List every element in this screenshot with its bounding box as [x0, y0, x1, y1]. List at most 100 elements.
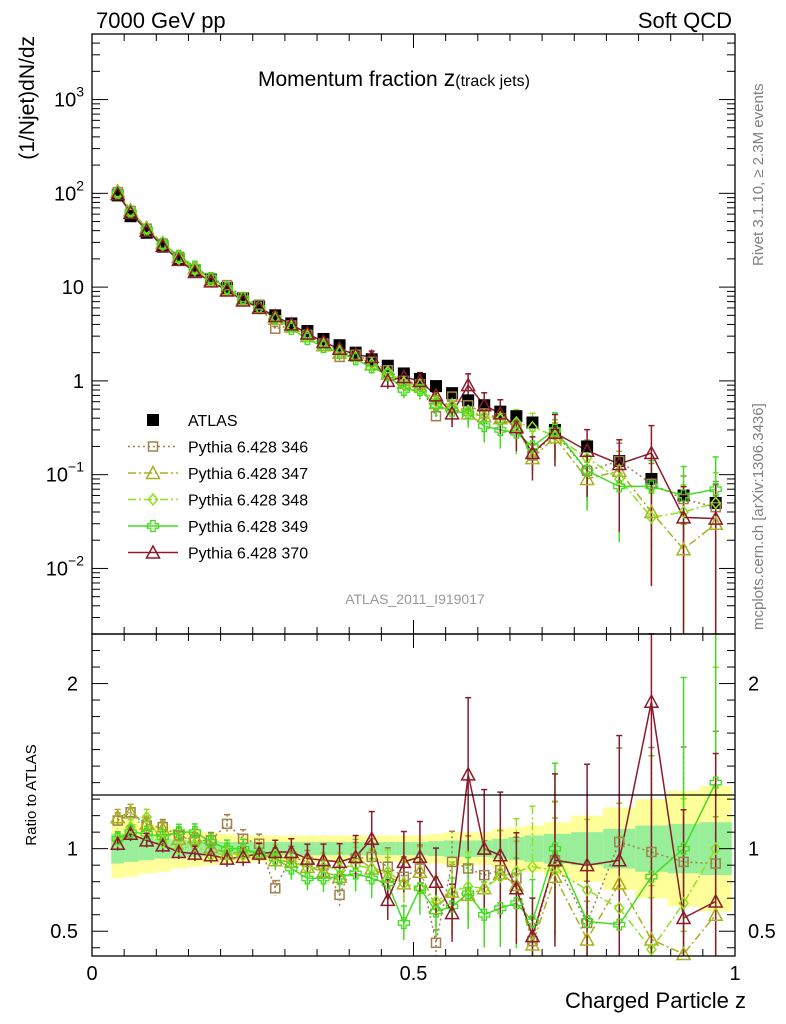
ratio-point-3: [333, 870, 346, 883]
ratio-point-3: [204, 835, 218, 849]
main-point-1: [350, 349, 361, 360]
legend-label: Pythia 6.428 349: [188, 519, 308, 536]
ratio-point-4: [524, 928, 541, 943]
ratio-point-4: [508, 880, 525, 895]
ratio-point-4: [643, 693, 660, 708]
ratio-point-4: [675, 909, 692, 925]
main-point-5: [283, 316, 300, 331]
main-point-4: [269, 311, 282, 325]
main-point-4: [478, 419, 491, 433]
ratio-point-4: [347, 848, 364, 864]
ratio-y-tick-label-left: 2: [67, 674, 78, 696]
ratio-point-4: [219, 850, 235, 865]
ratio-y-axis-label: Ratio to ATLAS: [23, 744, 40, 845]
plot-title-symbol: z: [444, 65, 456, 91]
ratio-point-1: [579, 931, 595, 946]
main-point-5: [707, 510, 724, 525]
ratio-point-0: [221, 818, 233, 830]
main-point-5: [171, 251, 187, 267]
main-point-5: [109, 186, 126, 201]
ratio-point-4: [122, 825, 139, 841]
main-point-5: [547, 424, 563, 439]
ratio-point-3: [709, 776, 722, 789]
main-point-5: [315, 333, 332, 349]
ratio-point-3: [111, 832, 124, 845]
main-point-1: [678, 493, 689, 505]
y-tick-exponent: 3: [76, 84, 84, 100]
ratio-point-4: [547, 852, 563, 867]
main-point-1: [446, 391, 458, 402]
ratio-point-2: [366, 861, 378, 876]
ratio-point-4: [611, 852, 628, 867]
ratio-point-2: [189, 838, 201, 853]
main-point-5: [643, 444, 660, 460]
main-point-5: [187, 263, 203, 279]
ratio-y-tick-label-right: 1: [748, 839, 759, 861]
main-point-4: [204, 271, 218, 285]
ratio-point-4: [187, 845, 203, 860]
ratio-point-2: [301, 861, 313, 876]
ratio-point-3: [462, 887, 475, 900]
ratio-point-3: [478, 908, 491, 921]
main-point-4: [156, 237, 169, 250]
main-point-5: [299, 325, 316, 340]
ratio-point-2: [112, 833, 124, 848]
ratio-y-tick-label-left: 0.5: [50, 921, 78, 943]
main-point-4: [365, 361, 378, 374]
ratio-point-2: [157, 835, 169, 849]
main-point-4: [709, 483, 722, 496]
ratio-point-4: [380, 891, 396, 907]
y-axis-label: (1/Njet)dN/dz: [16, 36, 39, 160]
plot-title-sub: (track jets): [455, 73, 530, 90]
ratio-point-2: [221, 846, 233, 861]
main-point-4: [413, 383, 427, 397]
main-point-3: [446, 398, 458, 412]
main-point-5: [396, 368, 412, 384]
ratio-point-4: [251, 845, 267, 860]
x-tick-label: 0.5: [400, 963, 428, 985]
ratio-point-0: [614, 836, 625, 848]
ratio-point-1: [109, 809, 126, 824]
ratio-point-1: [508, 876, 525, 892]
ratio-point-4: [492, 847, 509, 862]
y-tick-exponent: −2: [68, 552, 84, 568]
ratio-point-2: [462, 879, 474, 894]
legend-label: Pythia 6.428 347: [188, 466, 308, 483]
main-point-4: [333, 346, 346, 359]
ratio-point-4: [363, 830, 380, 846]
ratio-point-4: [154, 837, 171, 852]
ratio-point-1: [315, 863, 332, 879]
legend-label: ATLAS: [188, 413, 238, 430]
y-tick-label: 1: [73, 371, 84, 393]
main-point-2: [524, 450, 541, 465]
main-point-2: [675, 541, 692, 556]
y-tick-label: 10−2: [46, 552, 84, 580]
ratio-point-4: [283, 843, 300, 859]
ratio-point-2: [285, 853, 297, 867]
ratio-point-3: [349, 867, 362, 880]
ratio-band-green: [444, 840, 461, 857]
y-tick-base: 10: [46, 465, 68, 487]
ratio-point-3: [188, 826, 202, 839]
ratio-point-2: [494, 870, 506, 884]
ratio-point-2: [125, 820, 137, 834]
ratio-point-4: [579, 857, 595, 872]
x-tick-label: 0: [86, 963, 97, 985]
main-point-4: [236, 292, 250, 305]
ratio-y-tick-label-right: 2: [748, 674, 759, 696]
ratio-point-1: [138, 815, 155, 831]
main-point-3: [549, 429, 561, 443]
main-point-0: [677, 489, 690, 502]
ratio-point-0: [398, 871, 410, 882]
ratio-point-3: [429, 905, 443, 918]
main-point-5: [122, 204, 139, 220]
main-point-4: [172, 249, 185, 263]
ratio-band-green: [124, 835, 139, 862]
ratio-point-0: [462, 863, 474, 874]
ratio-point-4: [412, 848, 428, 864]
ratio-point-2: [613, 901, 625, 915]
main-point-2: [412, 377, 428, 392]
main-point-5: [138, 222, 155, 237]
